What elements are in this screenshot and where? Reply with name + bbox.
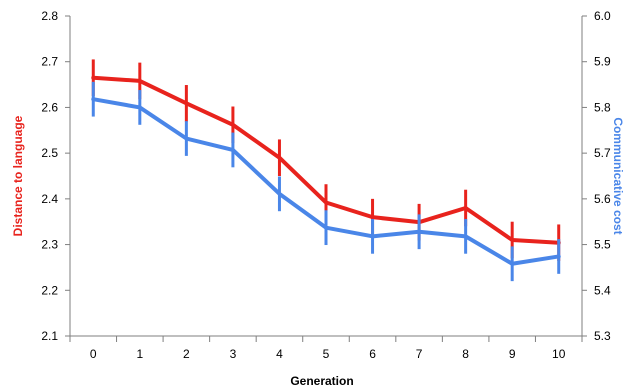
y-tick-left-label: 2.4 [41, 192, 58, 206]
x-tick-label: 10 [552, 347, 566, 361]
x-tick-label: 2 [183, 347, 190, 361]
y-tick-right-label: 5.6 [594, 192, 611, 206]
data-point [277, 192, 281, 196]
series-1 [91, 81, 561, 282]
labels: Generation Distance to language Communic… [11, 115, 625, 388]
x-tick-label: 0 [90, 347, 97, 361]
y-tick-left-label: 2.1 [41, 329, 58, 343]
data-point [464, 206, 468, 210]
data-point [324, 201, 328, 205]
x-tick-label: 4 [276, 347, 283, 361]
axes: 2.1 2.2 2.3 2.4 2.5 2.6 2.7 2.8 5.3 5.4 5.5 5.6 5.7 5… [41, 9, 611, 361]
series-layer [91, 59, 561, 282]
y-tick-left-label: 2.3 [41, 238, 58, 252]
data-point [371, 234, 375, 238]
data-point [464, 234, 468, 238]
data-point [231, 123, 235, 127]
y-tick-right-label: 5.5 [594, 238, 611, 252]
data-point [324, 226, 328, 230]
y-tick-right-label: 5.7 [594, 146, 611, 160]
y-tick-right-label: 6.0 [594, 9, 611, 23]
x-tick-label: 1 [136, 347, 143, 361]
y-tick-left-label: 2.6 [41, 100, 58, 114]
data-point [557, 254, 561, 258]
data-point [510, 238, 514, 242]
x-tick-label: 9 [509, 347, 516, 361]
y-tick-left-label: 2.7 [41, 55, 58, 69]
y-tick-right-label: 5.8 [594, 100, 611, 114]
data-point [184, 101, 188, 105]
y-tick-right-label: 5.4 [594, 283, 611, 297]
y-tick-left-label: 2.5 [41, 146, 58, 160]
data-point [138, 79, 142, 83]
data-point [184, 137, 188, 141]
data-point [510, 262, 514, 266]
y-tick-left-label: 2.2 [41, 283, 58, 297]
data-point [91, 97, 95, 101]
x-axis-title: Generation [290, 374, 353, 388]
data-point [277, 156, 281, 160]
x-tick-label: 7 [416, 347, 423, 361]
data-point [371, 215, 375, 219]
data-point [417, 230, 421, 234]
data-point [138, 105, 142, 109]
x-tick-label: 5 [323, 347, 330, 361]
x-tick-label: 3 [230, 347, 237, 361]
y-axis-title-right: Communicative cost [611, 117, 625, 234]
y-tick-right-label: 5.9 [594, 55, 611, 69]
y-tick-right-label: 5.3 [594, 329, 611, 343]
y-tick-left-label: 2.8 [41, 9, 58, 23]
x-tick-label: 8 [462, 347, 469, 361]
x-tick-label: 6 [369, 347, 376, 361]
y-axis-title-left: Distance to language [11, 115, 25, 236]
data-point [231, 148, 235, 152]
data-point [91, 76, 95, 80]
